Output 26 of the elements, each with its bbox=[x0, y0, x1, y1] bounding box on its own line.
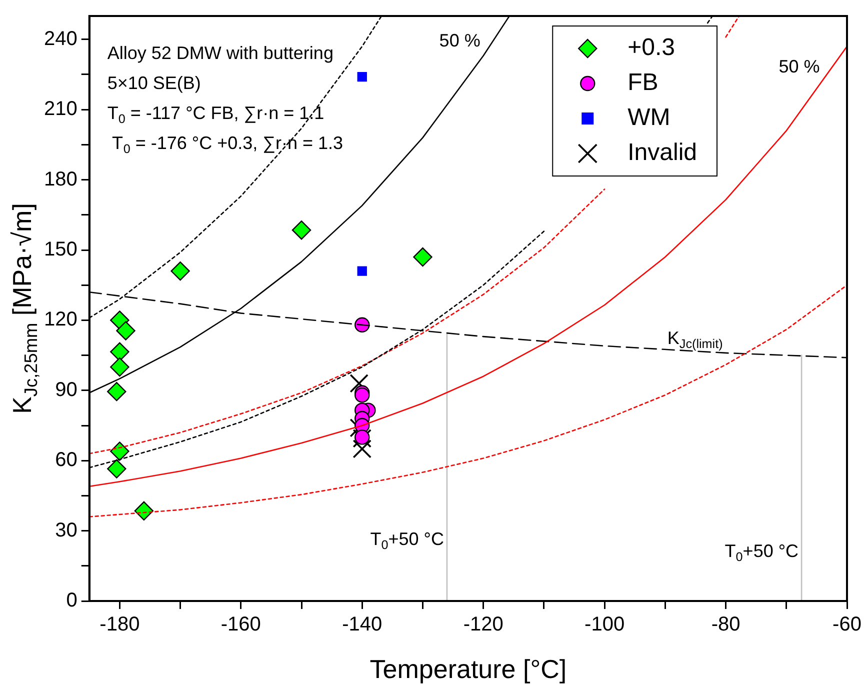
legend-label: Invalid bbox=[628, 139, 697, 166]
x-tick-label: -180 bbox=[100, 614, 140, 636]
legend-label: +0.3 bbox=[628, 34, 676, 62]
x-tick-label: -100 bbox=[584, 614, 625, 636]
annotation: 50 % bbox=[439, 30, 480, 51]
y-tick-label: 150 bbox=[44, 238, 78, 261]
annotation: 50 % bbox=[778, 56, 820, 76]
y-tick-label: 90 bbox=[55, 378, 78, 401]
y-tick-label: 120 bbox=[44, 308, 78, 331]
y-tick-label: 30 bbox=[55, 519, 78, 542]
y-tick-label: 210 bbox=[44, 98, 78, 120]
x-tick-label: -120 bbox=[463, 614, 504, 636]
x-tick-label: -160 bbox=[220, 614, 261, 636]
x-tick-label: -140 bbox=[342, 614, 382, 636]
annotation: Alloy 52 DMW with buttering bbox=[107, 42, 334, 63]
y-tick-label: 60 bbox=[55, 449, 78, 472]
x-tick-label: -60 bbox=[832, 614, 862, 636]
legend-label: WM bbox=[628, 104, 670, 132]
y-tick-label: 240 bbox=[44, 28, 78, 50]
legend-label: FB bbox=[628, 69, 658, 96]
x-tick-label: -80 bbox=[711, 614, 740, 636]
annotation: 5×10 SE(B) bbox=[107, 72, 201, 93]
y-tick-label: 0 bbox=[66, 590, 78, 612]
y-tick-label: 180 bbox=[44, 168, 78, 190]
x-axis-title: Temperature [°C] bbox=[370, 654, 567, 684]
y-axis-title: KJc,25mm [MPa·√m] bbox=[7, 203, 41, 414]
